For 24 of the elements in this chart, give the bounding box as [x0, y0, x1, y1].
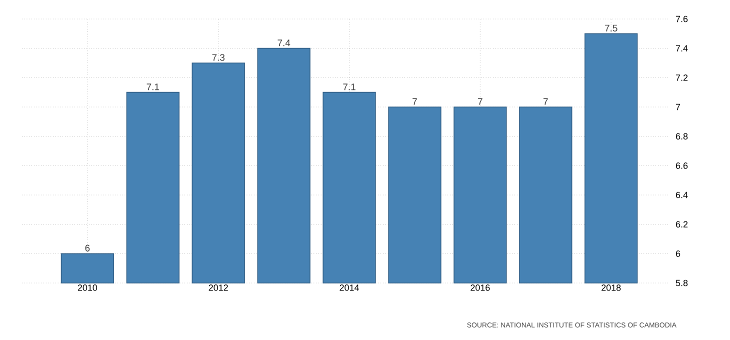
y-tick-label: 7.4	[676, 45, 688, 52]
data-label: 7	[412, 98, 417, 105]
data-label: 7.1	[146, 84, 160, 90]
x-tick-label: 2012	[208, 284, 228, 291]
data-label: 7	[478, 98, 482, 105]
y-tick-label: 6.2	[676, 221, 688, 228]
y-tick-label: 7.6	[676, 16, 688, 22]
data-label: 6	[85, 244, 90, 252]
data-label: 7	[544, 98, 548, 105]
y-tick-label: 7	[676, 104, 680, 110]
data-label: 7.4	[278, 40, 290, 46]
data-label: 7.1	[343, 84, 356, 90]
x-tick-label: 2016	[470, 284, 490, 291]
y-tick-label: 6.4	[676, 192, 688, 198]
y-tick-label: 6	[676, 250, 680, 257]
x-tick-label: 2018	[602, 284, 621, 291]
y-tick-label: 7.2	[676, 74, 688, 81]
data-label: 7.5	[605, 24, 618, 32]
x-tick-label: 2014	[340, 284, 359, 291]
x-tick-label: 2010	[78, 284, 98, 291]
y-tick-label: 5.8	[676, 280, 688, 286]
data-label: 7.3	[212, 54, 225, 61]
y-tick-label: 6.8	[676, 133, 688, 140]
y-tick-label: 6.6	[676, 162, 688, 169]
